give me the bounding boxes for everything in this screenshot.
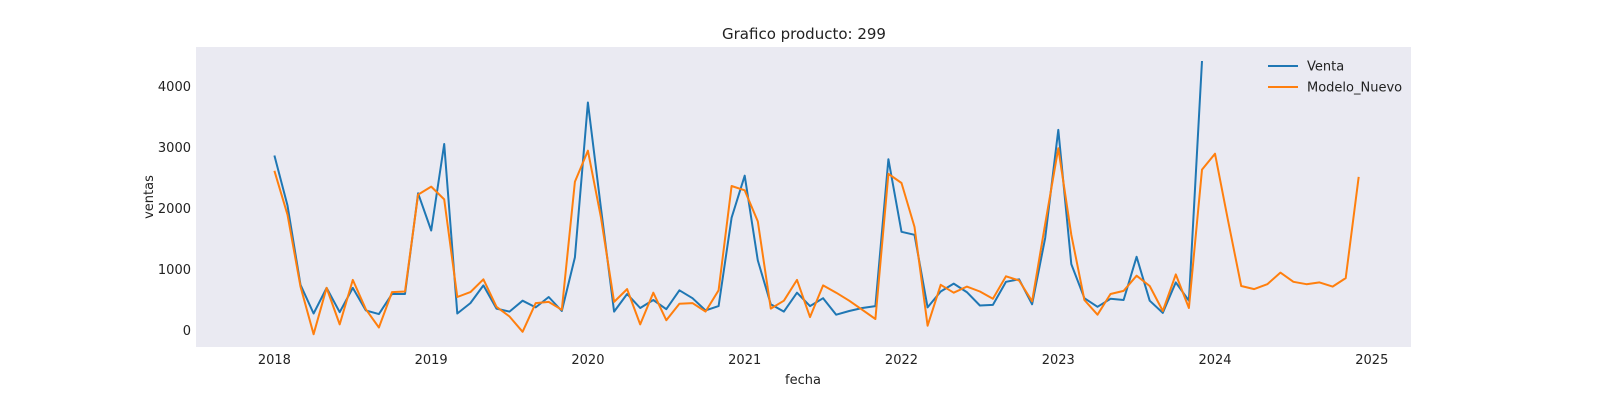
chart-title: Grafico producto: 299 xyxy=(722,25,886,43)
y-tick-label: 3000 xyxy=(158,141,191,156)
x-tick-label: 2022 xyxy=(885,353,918,368)
y-tick-label: 2000 xyxy=(158,202,191,217)
x-tick-label: 2021 xyxy=(728,353,761,368)
x-axis-label: fecha xyxy=(785,373,821,388)
x-tick-label: 2018 xyxy=(258,353,291,368)
y-axis-ticks: 0 1000 2000 3000 4000 xyxy=(158,80,191,339)
x-axis-ticks: 2018 2019 2020 2021 2022 2023 2024 2025 xyxy=(258,353,1389,368)
y-tick-label: 1000 xyxy=(158,263,191,278)
x-tick-label: 2025 xyxy=(1355,353,1388,368)
y-axis-label: ventas xyxy=(142,175,157,219)
x-tick-label: 2019 xyxy=(415,353,448,368)
series-lines xyxy=(273,60,1360,336)
y-tick-label: 0 xyxy=(183,324,191,339)
series-line-venta xyxy=(273,60,1203,316)
x-tick-label: 2024 xyxy=(1198,353,1231,368)
legend: Venta Modelo_Nuevo xyxy=(1268,60,1402,96)
legend-label-modelo-nuevo: Modelo_Nuevo xyxy=(1307,81,1402,96)
y-tick-label: 4000 xyxy=(158,80,191,95)
x-tick-label: 2023 xyxy=(1042,353,1075,368)
series-line-modelo-nuevo xyxy=(273,147,1360,336)
legend-label-venta: Venta xyxy=(1307,60,1344,75)
plot-area xyxy=(196,47,1411,347)
x-tick-label: 2020 xyxy=(571,353,604,368)
